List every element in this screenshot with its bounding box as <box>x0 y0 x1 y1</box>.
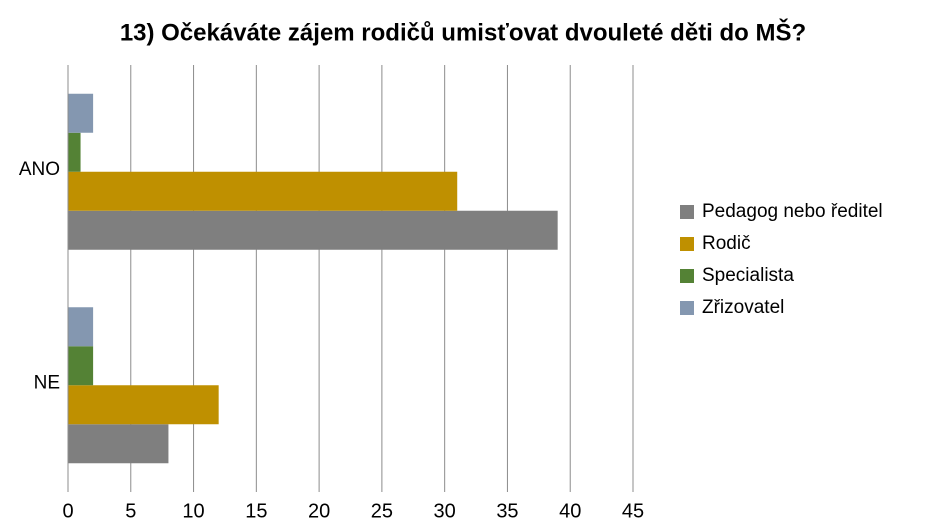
x-tick-label: 35 <box>496 500 518 522</box>
chart-title: 13) Očekáváte zájem rodičů umisťovat dvo… <box>120 18 806 46</box>
x-tick-label: 40 <box>559 500 581 522</box>
bar <box>68 93 94 133</box>
bar <box>68 132 81 172</box>
x-tick-label: 5 <box>125 500 136 522</box>
x-tick-label: 10 <box>182 500 204 522</box>
legend-label: Rodič <box>702 233 751 254</box>
x-tick-label: 45 <box>622 500 644 522</box>
x-tick-label: 20 <box>308 500 330 522</box>
legend-swatch <box>680 205 694 219</box>
bar <box>68 171 458 211</box>
y-tick-label: ANO <box>19 159 60 180</box>
bar <box>68 346 94 386</box>
x-tick-label: 15 <box>245 500 267 522</box>
legend-swatch <box>680 237 694 251</box>
legend-swatch <box>680 301 694 315</box>
bar <box>68 307 94 347</box>
bar <box>68 424 169 464</box>
x-tick-label: 30 <box>434 500 456 522</box>
legend-label: Pedagog nebo ředitel <box>702 201 883 222</box>
legend-swatch <box>680 269 694 283</box>
x-tick-label: 25 <box>371 500 393 522</box>
bar <box>68 385 219 425</box>
legend-label: Zřizovatel <box>702 297 784 318</box>
y-tick-label: NE <box>34 372 60 393</box>
legend-label: Specialista <box>702 265 794 286</box>
x-tick-label: 0 <box>62 500 73 522</box>
bar <box>68 210 558 250</box>
